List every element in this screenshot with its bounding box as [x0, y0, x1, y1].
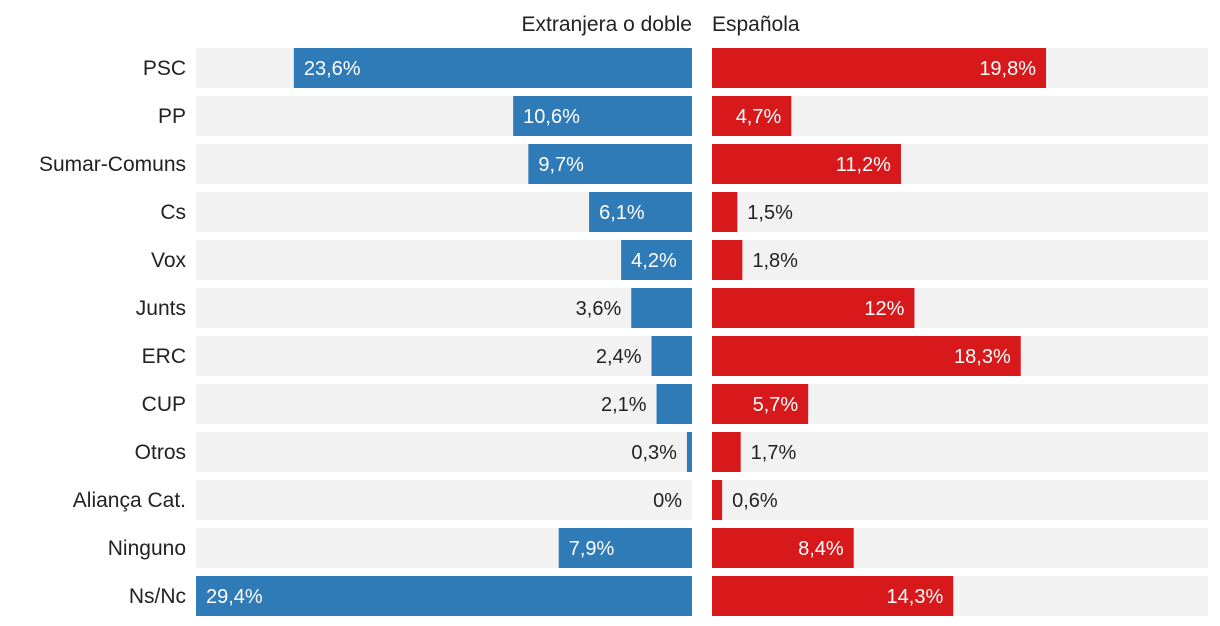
right-bar [712, 528, 854, 568]
right-track [712, 432, 1208, 472]
right-bar [712, 384, 809, 424]
left-value-label: 7,9% [569, 538, 615, 560]
left-value-label: 6,1% [599, 202, 645, 224]
left-track [196, 288, 692, 328]
right-bar [712, 336, 1021, 376]
category-label: Cs [160, 201, 186, 224]
category-label: Vox [151, 249, 187, 272]
right-bar [712, 432, 741, 472]
left-value-label: 10,6% [523, 106, 580, 128]
left-value-label: 2,4% [596, 346, 642, 368]
chart-rows: PSC 23,6% 19,8% PP 10,6% 4,7% Sumar-Comuns 9,7%… [39, 48, 1208, 616]
right-bar [712, 480, 723, 520]
left-bar [651, 336, 692, 376]
category-label: Aliança Cat. [73, 489, 186, 512]
left-track [196, 480, 692, 520]
right-value-label: 12% [864, 298, 904, 320]
right-track [712, 192, 1208, 232]
left-bar [196, 576, 692, 616]
category-label: Ns/Nc [129, 585, 186, 608]
right-value-label: 11,2% [836, 154, 891, 176]
left-bar [558, 528, 692, 568]
right-bar [712, 288, 915, 328]
right-bar [712, 240, 743, 280]
left-value-label: 9,7% [538, 154, 584, 176]
right-track [712, 96, 1208, 136]
right-bar [712, 576, 954, 616]
left-track [196, 432, 692, 472]
left-value-label: 3,6% [576, 298, 622, 320]
left-track [196, 384, 692, 424]
left-bar [686, 432, 692, 472]
right-value-label: 18,3% [954, 346, 1011, 368]
right-value-label: 1,7% [751, 442, 797, 464]
category-label: Junts [136, 297, 186, 320]
left-value-label: 23,6% [304, 58, 361, 80]
left-value-label: 4,2% [631, 250, 677, 272]
category-label: PP [158, 105, 186, 128]
category-label: Ninguno [108, 537, 186, 560]
right-value-label: 14,3% [887, 586, 944, 608]
right-track [712, 240, 1208, 280]
right-value-label: 5,7% [753, 394, 799, 416]
left-value-label: 0% [653, 490, 682, 512]
category-label: CUP [142, 393, 186, 416]
right-bar [712, 192, 738, 232]
left-track [196, 240, 692, 280]
right-value-label: 0,6% [732, 490, 778, 512]
left-bar [589, 192, 692, 232]
category-label: ERC [142, 345, 186, 368]
left-bar [293, 48, 692, 88]
right-value-label: 19,8% [979, 58, 1036, 80]
right-bar [712, 144, 901, 184]
left-value-label: 29,4% [206, 586, 263, 608]
category-label: Sumar-Comuns [39, 153, 186, 176]
right-value-label: 4,7% [736, 106, 782, 128]
left-value-label: 2,1% [601, 394, 647, 416]
right-column-title: Española [712, 13, 800, 36]
right-bar [712, 48, 1047, 88]
left-bar [513, 96, 692, 136]
left-bar [631, 288, 692, 328]
left-bar [656, 384, 692, 424]
left-track [196, 336, 692, 376]
right-track [712, 480, 1208, 520]
right-value-label: 1,5% [747, 202, 793, 224]
left-bar [621, 240, 692, 280]
right-value-label: 1,8% [752, 250, 798, 272]
right-bar [712, 96, 792, 136]
right-value-label: 8,4% [798, 538, 844, 560]
category-label: PSC [143, 57, 186, 80]
category-label: Otros [135, 441, 186, 464]
left-column-title: Extranjera o doble [522, 13, 692, 36]
left-bar [528, 144, 692, 184]
left-value-label: 0,3% [631, 442, 677, 464]
